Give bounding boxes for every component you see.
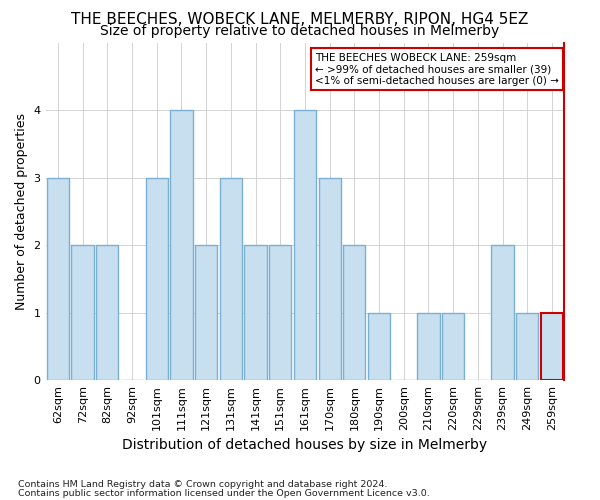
Bar [195, 245, 217, 380]
Text: Size of property relative to detached houses in Melmerby: Size of property relative to detached ho… [100, 24, 500, 38]
Bar [368, 312, 390, 380]
Bar [418, 312, 440, 380]
Bar [220, 178, 242, 380]
Bar [96, 245, 118, 380]
Y-axis label: Number of detached properties: Number of detached properties [15, 113, 28, 310]
Bar [294, 110, 316, 380]
Bar [244, 245, 266, 380]
Bar [442, 312, 464, 380]
Bar [47, 178, 69, 380]
Bar [71, 245, 94, 380]
Bar [170, 110, 193, 380]
Bar [516, 312, 538, 380]
Text: THE BEECHES, WOBECK LANE, MELMERBY, RIPON, HG4 5EZ: THE BEECHES, WOBECK LANE, MELMERBY, RIPO… [71, 12, 529, 28]
Bar [491, 245, 514, 380]
Text: Contains HM Land Registry data © Crown copyright and database right 2024.: Contains HM Land Registry data © Crown c… [18, 480, 388, 489]
Text: Contains public sector information licensed under the Open Government Licence v3: Contains public sector information licen… [18, 488, 430, 498]
Bar [541, 312, 563, 380]
X-axis label: Distribution of detached houses by size in Melmerby: Distribution of detached houses by size … [122, 438, 487, 452]
Bar [146, 178, 168, 380]
Bar [269, 245, 292, 380]
Bar [319, 178, 341, 380]
Bar [343, 245, 365, 380]
Text: THE BEECHES WOBECK LANE: 259sqm
← >99% of detached houses are smaller (39)
<1% o: THE BEECHES WOBECK LANE: 259sqm ← >99% o… [316, 52, 559, 86]
